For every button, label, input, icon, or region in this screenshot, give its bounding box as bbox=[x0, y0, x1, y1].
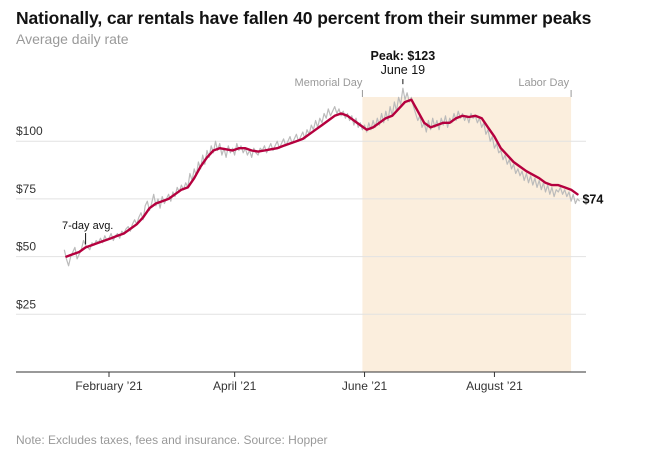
y-tick-label: $100 bbox=[16, 124, 43, 138]
event-label: Memorial Day bbox=[295, 77, 363, 89]
7-day-avg-label: 7-day avg. bbox=[62, 220, 113, 232]
chart-subtitle: Average daily rate bbox=[16, 31, 129, 47]
end-value-label: $74 bbox=[582, 192, 603, 206]
series-line-7-day-avg bbox=[65, 98, 579, 258]
x-axis-ticks: February ’21 April ’21 June ’21 August ’21 bbox=[75, 372, 523, 393]
y-tick-label: $25 bbox=[16, 297, 36, 311]
x-tick-label: February ’21 bbox=[75, 379, 143, 393]
y-tick-label: $50 bbox=[16, 240, 36, 254]
annotations: Peak: $123 June 19 7-day avg. $74 bbox=[62, 49, 603, 245]
y-axis-tick-labels: $25 $50 $75 $100 bbox=[16, 124, 43, 311]
chart-title: Nationally, car rentals have fallen 40 p… bbox=[16, 8, 592, 28]
gridlines bbox=[16, 140, 586, 315]
x-tick-label: August ’21 bbox=[466, 379, 523, 393]
peak-label: Peak: $123 bbox=[371, 49, 436, 63]
event-markers: Memorial Day Labor Day bbox=[295, 77, 572, 97]
memorial-to-labor-day-shading bbox=[362, 97, 572, 372]
x-tick-label: April ’21 bbox=[213, 379, 257, 393]
event-label: Labor Day bbox=[518, 77, 569, 89]
peak-value-label: Peak: $123 bbox=[371, 49, 436, 63]
y-tick-label: $75 bbox=[16, 182, 36, 196]
source-note: Note: Excludes taxes, fees and insurance… bbox=[16, 433, 328, 447]
x-tick-label: June ’21 bbox=[342, 379, 388, 393]
peak-date-label: June 19 bbox=[381, 63, 426, 77]
